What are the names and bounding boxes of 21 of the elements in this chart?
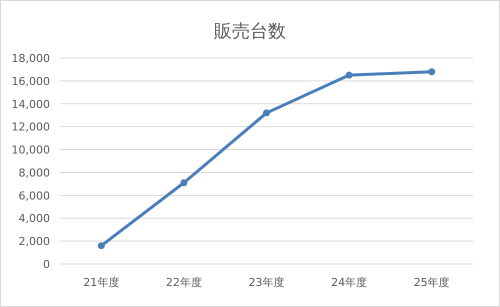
chart-title: 販売台数 bbox=[214, 21, 286, 42]
y-tick-label: 10,000 bbox=[12, 144, 50, 157]
x-tick-label: 24年度 bbox=[331, 276, 368, 289]
y-tick-label: 6,000 bbox=[18, 189, 50, 202]
point bbox=[98, 242, 105, 250]
y-tick-label: 14,000 bbox=[12, 98, 50, 111]
point bbox=[263, 109, 270, 116]
y-tick-label: 18,000 bbox=[12, 52, 50, 65]
point bbox=[428, 68, 436, 76]
point bbox=[346, 72, 353, 79]
x-tick-label: 23年度 bbox=[248, 276, 284, 289]
y-tick-label: 2,000 bbox=[18, 235, 50, 248]
y-tick-label: 12,000 bbox=[12, 120, 50, 134]
y-tick-label: 8,000 bbox=[18, 166, 50, 180]
y-tick-label: 16,000 bbox=[12, 74, 50, 88]
y-tick-label: 0 bbox=[43, 258, 50, 271]
y-tick-label: 4,000 bbox=[18, 212, 50, 226]
x-tick-label: 25年度 bbox=[414, 276, 450, 289]
point bbox=[180, 179, 188, 186]
x-tick-label: 22年度 bbox=[166, 276, 202, 289]
x-tick-label: 21年度 bbox=[83, 276, 120, 289]
